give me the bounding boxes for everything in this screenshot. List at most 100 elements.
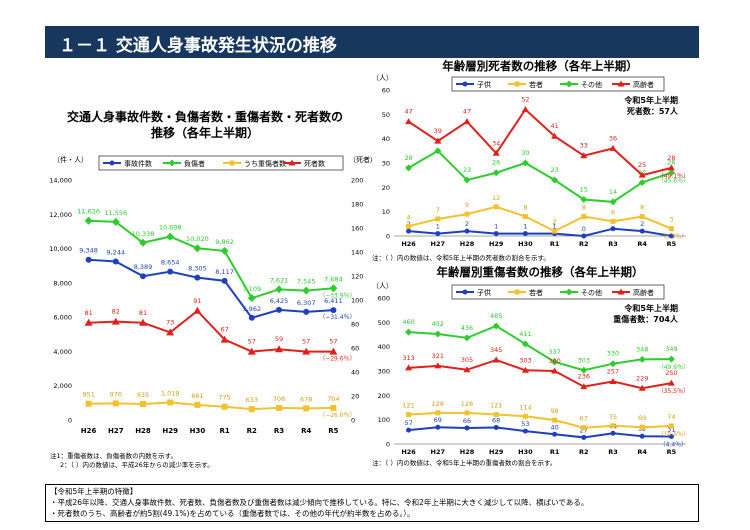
bottom-right-chart-note: 注：（ ）内の数値は、令和5年上半期の重傷者数の割合を示す。 — [372, 459, 557, 467]
data-point-1 — [220, 246, 229, 255]
deaths-data-point-3 — [551, 132, 559, 139]
data-point-3 — [193, 306, 202, 314]
deaths-data-label-1: 3 — [669, 216, 673, 224]
serious-data-point-0 — [552, 431, 558, 437]
serious-data-label-0: 31 — [667, 425, 675, 433]
serious-data-label-0: 69 — [434, 416, 442, 424]
right-y-tick: 120 — [351, 273, 363, 281]
serious-data-label-2: 348 — [636, 345, 648, 353]
serious-series-line-1 — [408, 411, 672, 429]
serious-data-point-1 — [493, 412, 499, 418]
left-y-tick: 8,000 — [53, 279, 72, 287]
serious-data-label-1: 69 — [638, 414, 646, 422]
deaths-data-point-2 — [521, 159, 529, 167]
left-axis-unit: （件・人） — [53, 155, 88, 164]
data-point-3 — [302, 347, 311, 355]
data-label-0: 8,389 — [134, 263, 153, 271]
right-y-tick: 0 — [351, 417, 355, 425]
summary-line-1: ・平成26年以降、交通人身事故件数、死者数、負傷者数及び重傷者数は減少傾向で推移… — [50, 498, 589, 507]
serious-series-line-3 — [408, 358, 672, 390]
serious-end-note-2: （49.6％） — [658, 364, 689, 371]
right-y-tick: 20 — [351, 393, 359, 401]
left-y-tick: 2,000 — [53, 382, 72, 390]
serious-x-tick-label: R3 — [608, 448, 618, 456]
deaths-x-tick-label: H27 — [431, 240, 446, 248]
data-label-0: 6,307 — [297, 299, 316, 307]
deaths-data-label-3: 36 — [609, 134, 617, 142]
deaths-x-tick-label: R2 — [579, 240, 589, 248]
serious-data-point-1 — [522, 413, 528, 419]
deaths-data-label-0: 1 — [553, 223, 557, 231]
left-y-tick: 12,000 — [49, 211, 72, 219]
end-note-2: （−26.0％） — [319, 412, 355, 419]
deaths-data-label-2: 30 — [521, 149, 529, 157]
deaths-data-label-1: 8 — [523, 204, 527, 212]
serious-data-label-3: 300 — [548, 357, 560, 365]
deaths-y-tick: 40 — [382, 135, 390, 143]
data-point-2 — [248, 406, 255, 413]
serious-end-note-0: （4.4％） — [660, 441, 688, 448]
deaths-y-tick: 50 — [382, 111, 390, 119]
legend-box — [451, 284, 665, 300]
data-point-1 — [166, 232, 175, 241]
legend-marker-0 — [462, 289, 468, 295]
serious-data-point-0 — [522, 428, 528, 434]
data-point-1 — [275, 285, 283, 294]
legend-marker-3 — [288, 159, 296, 166]
serious-data-label-1: 67 — [580, 415, 588, 423]
serious-data-label-2: 303 — [578, 356, 590, 364]
legend-label-2: うち重傷者数 — [244, 159, 286, 168]
deaths-data-label-0: 1 — [523, 223, 527, 231]
serious-data-point-1 — [581, 425, 587, 431]
data-point-0 — [221, 277, 228, 284]
deaths-data-label-3: 33 — [580, 142, 588, 150]
serious-data-label-3: 303 — [519, 356, 531, 364]
data-point-3 — [166, 328, 175, 336]
data-label-1: 11,556 — [104, 209, 127, 217]
serious-y-unit: （人） — [372, 282, 393, 290]
data-label-0: 8,654 — [161, 259, 180, 267]
left-chart-note-1: 注1：重傷者数は、負傷者数の内数を示す。 — [50, 452, 177, 460]
serious-data-point-3 — [521, 366, 529, 373]
deaths-data-label-3: 28 — [667, 154, 675, 162]
serious-data-point-3 — [609, 377, 617, 384]
serious-data-point-3 — [463, 366, 471, 373]
deaths-end-note-2: （45.6％） — [658, 178, 689, 185]
legend-label-0: 子供 — [477, 80, 491, 89]
serious-data-point-2 — [638, 355, 646, 363]
serious-data-label-3: 305 — [461, 356, 473, 364]
data-label-3: 57 — [248, 338, 256, 346]
deaths-data-point-2 — [667, 169, 675, 177]
deaths-data-point-3 — [405, 118, 413, 125]
serious-x-tick-label: H30 — [518, 448, 533, 456]
serious-data-label-2: 485 — [490, 312, 502, 320]
x-tick-label: R5 — [328, 427, 338, 435]
serious-data-point-1 — [406, 412, 412, 418]
data-label-2: 935 — [137, 391, 149, 399]
data-label-2: 633 — [246, 396, 258, 404]
deaths-data-point-2 — [551, 176, 559, 184]
deaths-data-label-1: 8 — [582, 204, 586, 212]
data-point-0 — [276, 306, 282, 313]
legend-marker-1 — [514, 81, 520, 87]
deaths-y-tick: 60 — [382, 87, 390, 95]
serious-data-label-3: 236 — [578, 373, 590, 381]
serious-data-label-3: 313 — [402, 354, 414, 362]
serious-data-label-1: 114 — [519, 403, 531, 411]
deaths-data-point-1 — [581, 214, 587, 220]
legend-label-3: 高齢者 — [633, 288, 654, 297]
deaths-data-point-3 — [492, 149, 500, 156]
deaths-data-point-1 — [522, 214, 528, 220]
serious-y-tick: 300 — [378, 368, 390, 376]
data-label-0: 8,117 — [215, 268, 234, 276]
deaths-data-label-3: 47 — [404, 108, 412, 116]
deaths-data-label-3: 39 — [434, 127, 442, 135]
serious-y-tick: 0 — [386, 441, 390, 449]
deaths-data-point-1 — [435, 216, 441, 222]
serious-data-label-1: 121 — [490, 402, 502, 410]
deaths-data-point-2 — [434, 147, 442, 155]
serious-data-label-3: 229 — [636, 374, 648, 382]
data-point-2 — [276, 404, 282, 411]
serious-x-tick-label: H27 — [431, 448, 446, 456]
x-tick-label: H29 — [162, 427, 178, 435]
